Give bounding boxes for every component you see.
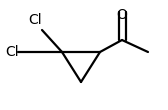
Text: Cl: Cl	[5, 45, 19, 59]
Text: Cl: Cl	[28, 13, 42, 27]
Text: O: O	[117, 8, 128, 22]
